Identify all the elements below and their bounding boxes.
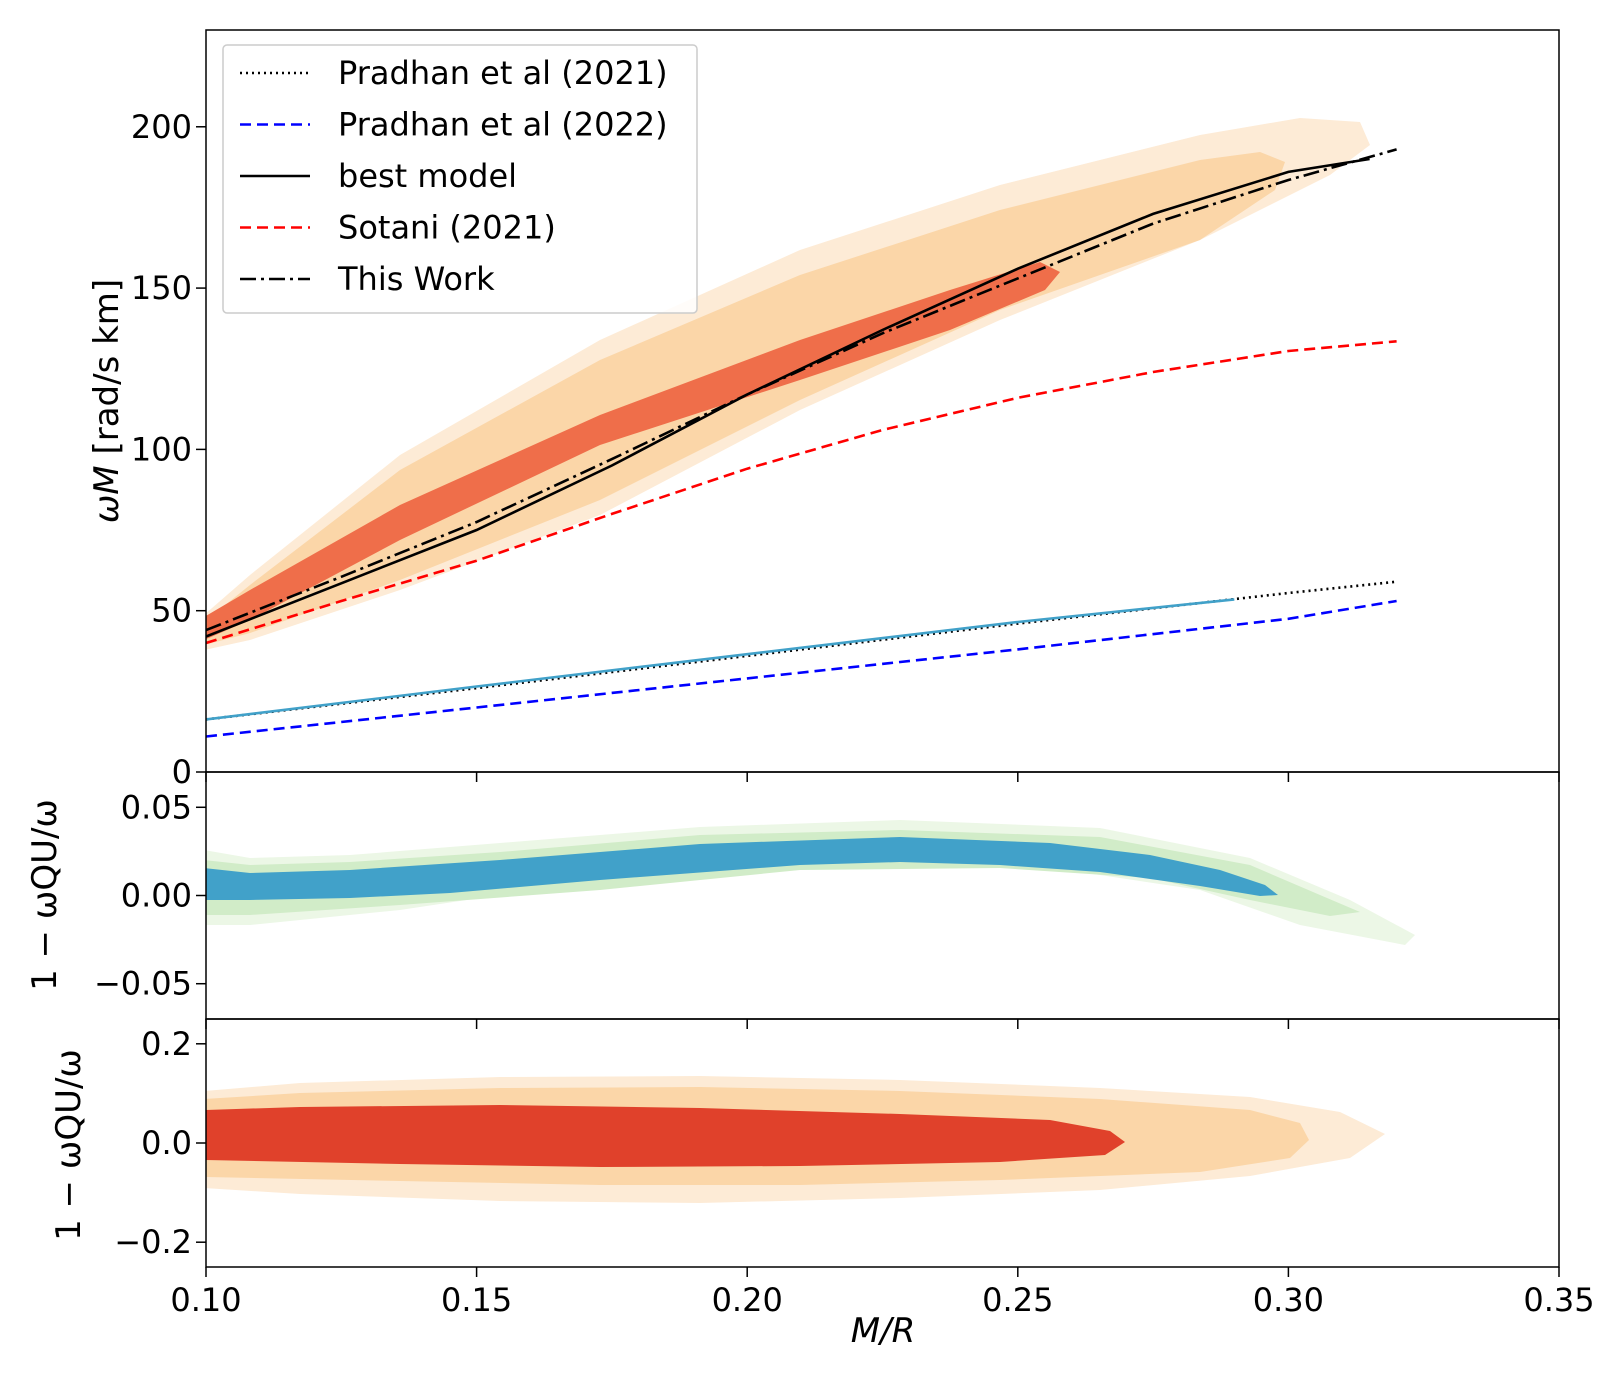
bottom-y-axis-label: 1 − ωQU/ω [49,1049,89,1241]
bottom-x-ticks: 0.10 0.15 0.20 0.25 0.30 0.35 [170,1267,1595,1319]
y-tick-label: 0.05 [121,788,192,826]
middle-y-axis-label: 1 − ωQU/ω [25,799,65,991]
x-axis-label: M/R [851,1311,915,1351]
series-line-5 [206,598,1235,721]
x-tick-label: 0.35 [1523,1281,1594,1319]
legend-label: Sotani (2021) [338,209,556,247]
y-tick-label: 50 [151,592,192,630]
x-tick-label: 0.15 [441,1281,512,1319]
bottom-panel: −0.2 0.0 0.2 0.10 0.15 0.20 0.25 0.30 0.35 1 − … [49,1018,1595,1351]
legend-label: This Work [337,260,495,298]
x-tick-label: 0.10 [170,1281,241,1319]
series-line-3 [206,340,1397,645]
top-series-lines [206,148,1397,738]
y-tick-label: 200 [131,108,192,146]
blue-contour [206,837,1278,900]
y-tick-label: 0 [172,753,192,791]
legend-entries: Pradhan et al (2021) Pradhan et al (2022)… [240,54,668,298]
x-tick-label: 0.30 [1253,1281,1324,1319]
legend-box [222,44,698,314]
bottom-y-ticks: −0.2 0.0 0.2 [114,1025,206,1261]
middle-y-ticks: −0.05 0.00 0.05 [94,788,206,1003]
top-y-axis-label-symbol: ωM [87,465,127,523]
x-tick-label: 0.25 [982,1281,1053,1319]
bottom-contours [206,1076,1385,1203]
top-y-axis-label: ωM [rad/s km] [87,279,127,523]
red-contour-inner [206,262,1060,640]
x-tick-label: 0.20 [712,1281,783,1319]
top-panel: 0 50 100 150 200 ωM [rad/s km] Pradhan et al… [87,29,1560,791]
legend-label: Pradhan et al (2021) [338,54,668,92]
legend-label: Pradhan et al (2022) [338,106,668,144]
top-x-ticks [205,772,1560,782]
y-tick-label: 100 [131,430,192,468]
series-line-1 [206,599,1397,738]
y-tick-label: 0.00 [121,877,192,915]
middle-contours [206,820,1415,945]
middle-x-ticks [205,1019,1560,1029]
y-tick-label: 0.0 [141,1124,192,1162]
series-line-2 [206,157,1370,638]
series-line-4 [206,148,1397,632]
y-tick-label: −0.05 [94,965,192,1003]
y-tick-label: 150 [131,269,192,307]
y-tick-label: −0.2 [114,1223,192,1261]
middle-panel: −0.05 0.00 0.05 1 − ωQU/ω [25,771,1560,1029]
top-y-axis-label-unit: [rad/s km] [87,279,127,466]
y-tick-label: 0.2 [141,1025,192,1063]
top-y-ticks: 0 50 100 150 200 [131,108,206,791]
legend-label: best model [338,157,517,195]
legend: Pradhan et al (2021) Pradhan et al (2022)… [222,44,698,314]
bottom-contour-inner [206,1105,1125,1167]
